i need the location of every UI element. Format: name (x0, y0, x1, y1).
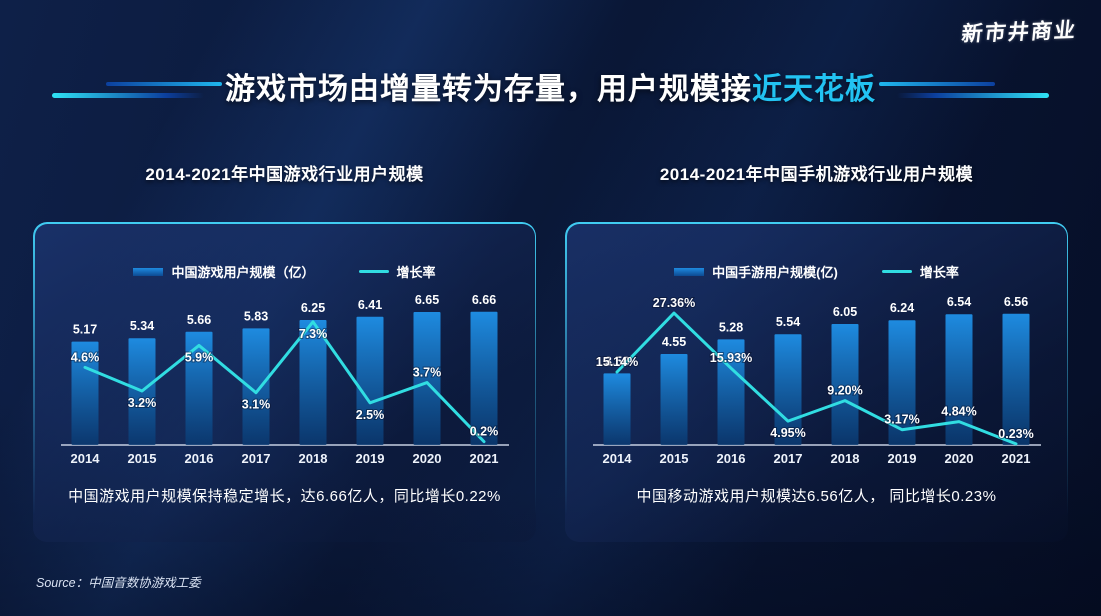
year-label: 2020 (945, 451, 974, 466)
growth-value-label: 15.14% (596, 355, 638, 369)
year-label: 2015 (128, 451, 157, 466)
bar-2014 (71, 341, 99, 445)
year-label: 2017 (774, 451, 803, 466)
growth-rate-line (83, 320, 486, 444)
mobile-game-users-chart: 3.5820144.5520155.2820165.5420176.052018… (593, 295, 1041, 466)
year-label: 2015 (660, 451, 689, 466)
bar-value-label: 5.28 (719, 320, 743, 334)
bar-legend-swatch-icon (133, 267, 164, 276)
growth-value-label: 3.7% (413, 366, 442, 380)
bar-value-label: 6.66 (472, 293, 496, 307)
bar-value-label: 5.66 (187, 313, 211, 327)
legend-item-line: 增长率 (881, 262, 959, 281)
year-label: 2019 (356, 451, 385, 466)
chart-panel-mobile-game: 中国手游用户规模(亿) 增长率 3.58 2014 4.55 2015 5.28 2016… (565, 222, 1068, 542)
legend-item-line: 增长率 (358, 262, 436, 281)
growth-value-label: 15.93% (710, 351, 752, 365)
legend: 中国游戏用户规模（亿） 增长率 (33, 262, 536, 281)
page-title: 游戏市场由增量转为存量，用户规模接近天花板 (0, 64, 1101, 108)
growth-value-label: 3.2% (128, 396, 157, 410)
year-label: 2017 (242, 451, 271, 466)
game-users-chart: 5.17 2014 5.34 2015 5.66 2016 5.83 2017 6.25 2018… (61, 293, 509, 466)
bar-2015 (660, 354, 688, 445)
bar-value-label: 6.54 (947, 295, 971, 309)
growth-value-label: 0.23% (998, 427, 1033, 441)
year-label: 2016 (185, 451, 214, 466)
bar-value-label: 6.05 (833, 305, 857, 319)
year-label: 2018 (831, 451, 860, 466)
legend-label: 增长率 (396, 265, 436, 280)
growth-value-label: 3.17% (884, 413, 919, 427)
year-label: 2014 (71, 451, 101, 466)
bar-2020 (945, 314, 973, 445)
bar-2019 (888, 320, 916, 445)
bar-2020 (413, 312, 441, 445)
decoration-line (897, 93, 1049, 98)
growth-value-label: 9.20% (827, 384, 862, 398)
year-label: 2021 (470, 451, 499, 466)
bar-value-label: 5.34 (130, 319, 154, 333)
bar-2018 (831, 324, 859, 445)
bar-value-label: 6.56 (1004, 295, 1028, 309)
legend-label: 中国游戏用户规模（亿） (171, 265, 315, 280)
title-text: 游戏市场由增量转为存量，用户规模接 (225, 73, 752, 106)
growth-value-label: 7.3% (299, 327, 328, 341)
growth-value-label: 4.6% (71, 350, 100, 364)
bar-value-label: 5.83 (244, 309, 268, 323)
brand-logo: 新市井商业 (960, 18, 1079, 46)
chart-panel-game: 中国游戏用户规模（亿） 增长率 5.17 2014 5.34 2015 5.66 2016… (33, 222, 536, 542)
year-label: 2016 (717, 451, 746, 466)
legend-item-bar: 中国游戏用户规模（亿） (133, 262, 315, 281)
decoration-line (106, 82, 222, 86)
legend-item-bar: 中国手游用户规模(亿) (674, 262, 838, 281)
decoration-line (52, 93, 204, 98)
growth-value-label: 5.9% (185, 350, 214, 364)
year-label: 2018 (299, 451, 328, 466)
bar-2021 (1002, 313, 1030, 445)
bar-2016 (185, 331, 213, 445)
line-legend-swatch-icon (358, 269, 389, 274)
bar-value-label: 6.65 (415, 293, 439, 307)
year-label: 2014 (603, 451, 633, 466)
growth-rate-line (615, 311, 1018, 446)
bar-value-label: 4.55 (662, 335, 686, 349)
chart-title-game: 2014-2021年中国游戏行业用户规模 (145, 165, 424, 184)
growth-value-label: 4.84% (941, 405, 976, 419)
bar-2017 (242, 328, 270, 445)
chart-caption: 中国游戏用户规模保持稳定增长，达6.66亿人，同比增长0.22% (68, 488, 501, 505)
bar-2018 (299, 320, 327, 445)
growth-value-label: 0.2% (470, 425, 499, 439)
title-accent-text: 近天花板 (752, 73, 876, 106)
bar-legend-swatch-icon (674, 267, 705, 276)
line-legend-swatch-icon (881, 269, 912, 274)
legend: 中国手游用户规模(亿) 增长率 (565, 262, 1068, 281)
title-decoration-right (879, 82, 1049, 98)
year-label: 2021 (1002, 451, 1031, 466)
growth-value-label: 27.36% (653, 296, 695, 310)
decoration-line (879, 82, 995, 86)
title-decoration-left (52, 82, 222, 98)
year-label: 2020 (413, 451, 442, 466)
growth-value-label: 2.5% (356, 408, 385, 422)
bar-2019 (356, 316, 384, 445)
bar-2021 (470, 311, 498, 445)
growth-value-label: 4.95% (770, 426, 805, 440)
bar-2014 (603, 373, 631, 445)
legend-label: 中国手游用户规模(亿) (712, 265, 838, 280)
bar-value-label: 6.41 (358, 298, 382, 312)
chart-caption: 中国移动游戏用户规模达6.56亿人， 同比增长0.23% (636, 488, 997, 505)
bar-value-label: 5.54 (776, 315, 800, 329)
bar-value-label: 5.17 (73, 323, 97, 337)
bar-value-label: 6.25 (301, 301, 325, 315)
bar-2016 (717, 339, 745, 445)
growth-value-label: 3.1% (242, 398, 271, 412)
chart-title-mobile-game: 2014-2021年中国手机游戏行业用户规模 (659, 165, 974, 184)
bar-value-label: 6.24 (890, 301, 914, 315)
year-label: 2019 (888, 451, 917, 466)
legend-label: 增长率 (919, 265, 959, 280)
source-note: Source：中国音数协游戏工委 (36, 576, 201, 590)
